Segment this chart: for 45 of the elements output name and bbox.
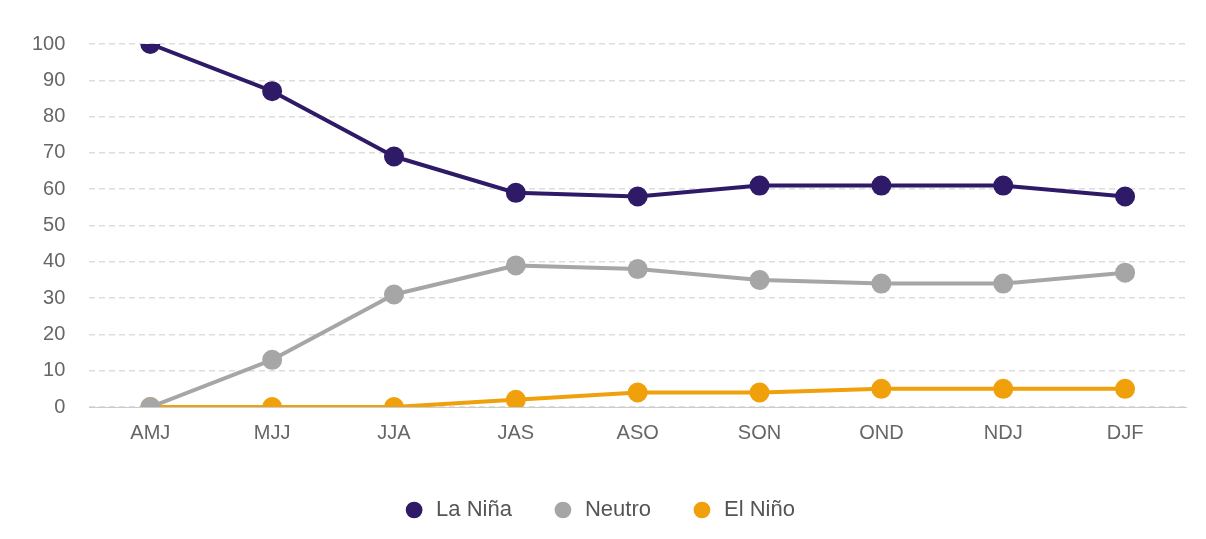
x-tick-label: NDJ (983, 420, 1023, 443)
legend-label: Neutro (584, 496, 651, 522)
point (262, 349, 283, 370)
point (993, 273, 1014, 294)
y-tick-label: 80 (43, 104, 66, 127)
legend-label: El Niño (723, 496, 795, 522)
point (1115, 262, 1136, 283)
point (871, 378, 892, 399)
point (627, 186, 648, 207)
y-tick-label: 50 (43, 213, 66, 236)
point (383, 146, 404, 167)
point (1115, 378, 1136, 399)
point (749, 269, 770, 290)
y-tick-label: 30 (43, 285, 66, 308)
x-tick-label: MJJ (253, 420, 291, 443)
y-tick-label: 20 (43, 321, 66, 344)
point (993, 175, 1014, 196)
point (383, 284, 404, 305)
point (627, 259, 648, 280)
x-tick-label: DJF (1106, 420, 1144, 443)
point (262, 81, 283, 102)
x-tick-label: OND (859, 420, 904, 443)
y-tick-label: 0 (54, 394, 66, 417)
point (627, 382, 648, 403)
y-tick-label: 60 (43, 176, 66, 199)
legend-label: La Niña (436, 496, 513, 522)
y-tick-label: 100 (31, 31, 66, 54)
point (749, 382, 770, 403)
y-tick-label: 70 (43, 140, 66, 163)
point (505, 255, 526, 276)
x-tick-label: SON (737, 420, 782, 443)
point (871, 175, 892, 196)
point (1115, 186, 1136, 207)
point (993, 378, 1014, 399)
y-tick-label: 10 (43, 358, 66, 381)
point (505, 182, 526, 203)
point (505, 389, 526, 407)
x-tick-label: JJA (377, 420, 412, 443)
x-tick-label: AMJ (130, 420, 171, 443)
point (871, 273, 892, 294)
point (749, 175, 770, 196)
x-tick-label: JAS (497, 420, 535, 443)
x-tick-label: ASO (616, 420, 659, 443)
y-tick-label: 90 (43, 67, 66, 90)
y-tick-label: 40 (43, 249, 66, 272)
